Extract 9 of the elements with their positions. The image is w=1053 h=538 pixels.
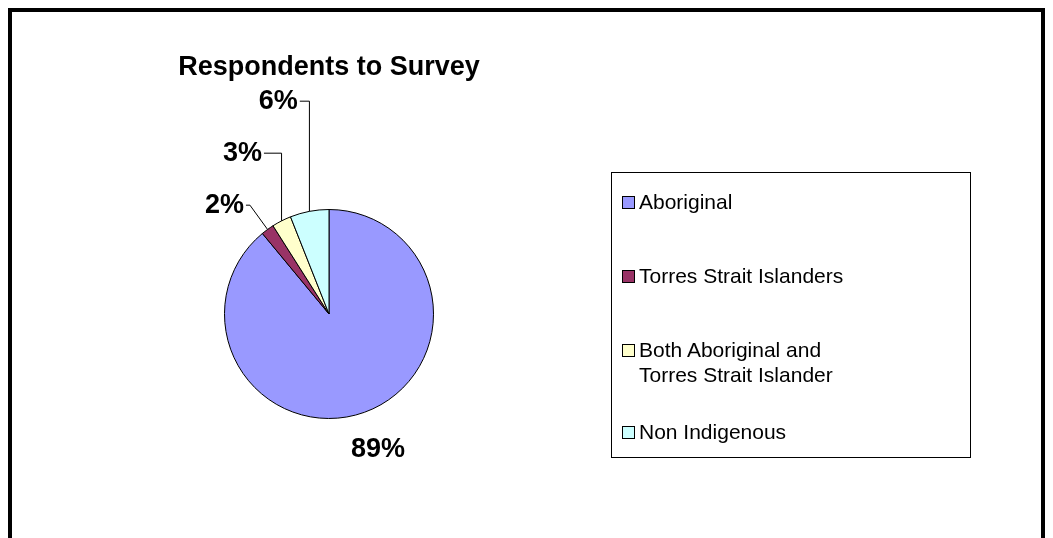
data-label: 89% — [350, 433, 405, 464]
legend-label: Both Aboriginal and Torres Strait Islander — [639, 337, 834, 387]
legend-label: Torres Strait Islanders — [639, 263, 845, 288]
data-label: 2% — [204, 188, 244, 219]
data-label: 3% — [222, 136, 262, 167]
legend-label: Non Indigenous — [639, 419, 788, 444]
chart-title: Respondents to Survey — [178, 51, 480, 82]
legend-label: Aboriginal — [639, 189, 734, 214]
data-label: 6% — [258, 84, 298, 115]
